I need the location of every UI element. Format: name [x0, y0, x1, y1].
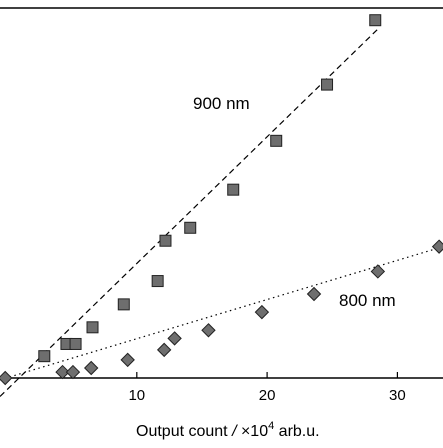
x-axis-label-suffix: arb.u.: [274, 423, 319, 440]
data-point-diamond: [0, 370, 13, 386]
series-label-900nm: 900 nm: [193, 94, 250, 113]
x-axis-label-prefix: Output count: [136, 423, 232, 440]
data-point-diamond: [370, 264, 386, 279]
x-axis-label-sup: 4: [268, 420, 274, 432]
data-point-square: [151, 275, 164, 288]
data-point-square: [270, 134, 283, 147]
data-point-diamond: [156, 342, 172, 358]
x-tick-label: 30: [389, 387, 406, 404]
x-axis-label-mid: ×10: [237, 423, 269, 440]
x-tick-label: 20: [259, 387, 276, 404]
data-point-square: [38, 350, 51, 363]
data-point-diamond: [254, 304, 270, 320]
data-point-diamond: [167, 331, 182, 346]
plot-frame: [0, 7, 443, 379]
data-point-diamond: [55, 364, 70, 380]
fit-line-series-1: [0, 28, 379, 397]
x-tick-label: 10: [128, 387, 145, 404]
data-point-square: [159, 234, 172, 247]
data-point-square: [69, 337, 82, 350]
data-point-square: [321, 78, 334, 91]
series-label-800nm: 800 nm: [339, 291, 396, 310]
data-point-square: [227, 183, 240, 196]
data-point-square: [86, 321, 99, 334]
data-point-diamond: [83, 360, 99, 376]
x-axis-label-slash: /: [231, 423, 238, 440]
data-point-square: [369, 14, 382, 27]
data-point-diamond: [431, 239, 443, 254]
data-markers: [0, 14, 443, 386]
fit-lines: [0, 28, 443, 397]
fit-line-series-2: [0, 246, 443, 381]
data-point-diamond: [201, 323, 216, 338]
x-axis-ticks: 10 20 30: [128, 372, 406, 404]
data-point-square: [184, 221, 197, 234]
data-point-diamond: [306, 286, 322, 302]
data-point-diamond: [65, 364, 81, 380]
data-point-square: [117, 298, 130, 311]
data-point-diamond: [120, 352, 135, 368]
x-axis-label: Output count / ×104 arb.u.: [136, 420, 320, 440]
